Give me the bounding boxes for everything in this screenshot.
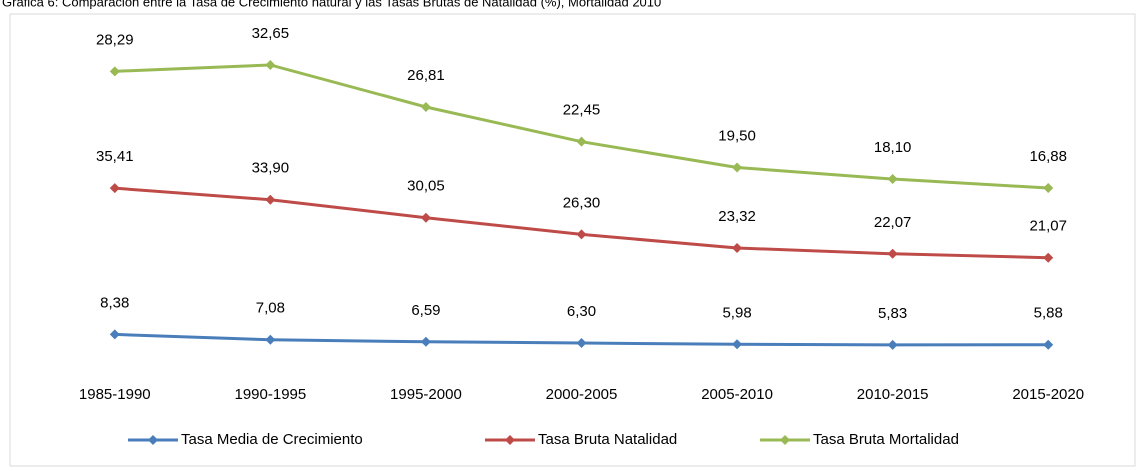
data-label: 26,81 bbox=[407, 67, 445, 84]
point-marker bbox=[265, 59, 276, 70]
legend-label: Tasa Media de Crecimiento bbox=[181, 431, 363, 448]
legend-label: Tasa Bruta Mortalidad bbox=[813, 431, 959, 448]
point-marker bbox=[732, 162, 743, 173]
point-marker bbox=[1043, 183, 1054, 194]
data-label: 30,05 bbox=[407, 178, 445, 195]
point-marker bbox=[887, 339, 898, 350]
point-marker bbox=[420, 101, 431, 112]
data-label: 22,07 bbox=[874, 214, 912, 231]
point-marker bbox=[109, 329, 120, 340]
x-tick-label: 2015-2020 bbox=[1012, 386, 1084, 403]
x-tick-label: 1995-2000 bbox=[390, 386, 462, 403]
point-marker bbox=[109, 66, 120, 77]
x-tick-label: 1985-1990 bbox=[79, 386, 151, 403]
x-tick-label: 2000-2005 bbox=[546, 386, 618, 403]
chart-border bbox=[9, 13, 1136, 467]
data-label: 6,30 bbox=[567, 303, 596, 320]
point-marker bbox=[265, 334, 276, 345]
data-label: 5,83 bbox=[878, 305, 907, 322]
chart-title: Gráfica 6: Comparación entre la Tasa de … bbox=[2, 0, 661, 9]
x-tick-label: 2005-2010 bbox=[701, 386, 773, 403]
data-label: 21,07 bbox=[1029, 218, 1067, 235]
data-label: 32,65 bbox=[252, 25, 290, 42]
point-marker bbox=[1043, 252, 1054, 263]
data-label: 35,41 bbox=[96, 148, 134, 165]
data-label: 16,88 bbox=[1029, 148, 1067, 165]
x-tick-label: 1990-1995 bbox=[234, 386, 306, 403]
data-label: 5,98 bbox=[722, 304, 751, 321]
data-label: 8,38 bbox=[100, 294, 129, 311]
legend-marker bbox=[148, 435, 158, 445]
legend-label: Tasa Bruta Natalidad bbox=[538, 431, 677, 448]
data-label: 6,59 bbox=[411, 302, 440, 319]
point-marker bbox=[732, 243, 743, 254]
point-marker bbox=[576, 229, 587, 240]
data-label: 26,30 bbox=[563, 194, 601, 211]
data-label: 19,50 bbox=[718, 127, 756, 144]
data-label: 28,29 bbox=[96, 31, 134, 48]
point-marker bbox=[265, 194, 276, 205]
point-marker bbox=[887, 248, 898, 259]
data-label: 7,08 bbox=[256, 300, 285, 317]
data-label: 33,90 bbox=[252, 160, 290, 177]
data-label: 23,32 bbox=[718, 208, 756, 225]
data-label: 18,10 bbox=[874, 139, 912, 156]
point-marker bbox=[420, 212, 431, 223]
point-marker bbox=[576, 337, 587, 348]
x-tick-label: 2010-2015 bbox=[857, 386, 929, 403]
data-label: 5,88 bbox=[1034, 305, 1063, 322]
legend-marker bbox=[505, 435, 515, 445]
point-marker bbox=[732, 339, 743, 350]
point-marker bbox=[887, 174, 898, 185]
point-marker bbox=[576, 136, 587, 147]
data-label: 22,45 bbox=[563, 102, 601, 119]
point-marker bbox=[420, 336, 431, 347]
legend-marker bbox=[780, 435, 790, 445]
point-marker bbox=[109, 183, 120, 194]
point-marker bbox=[1043, 339, 1054, 350]
